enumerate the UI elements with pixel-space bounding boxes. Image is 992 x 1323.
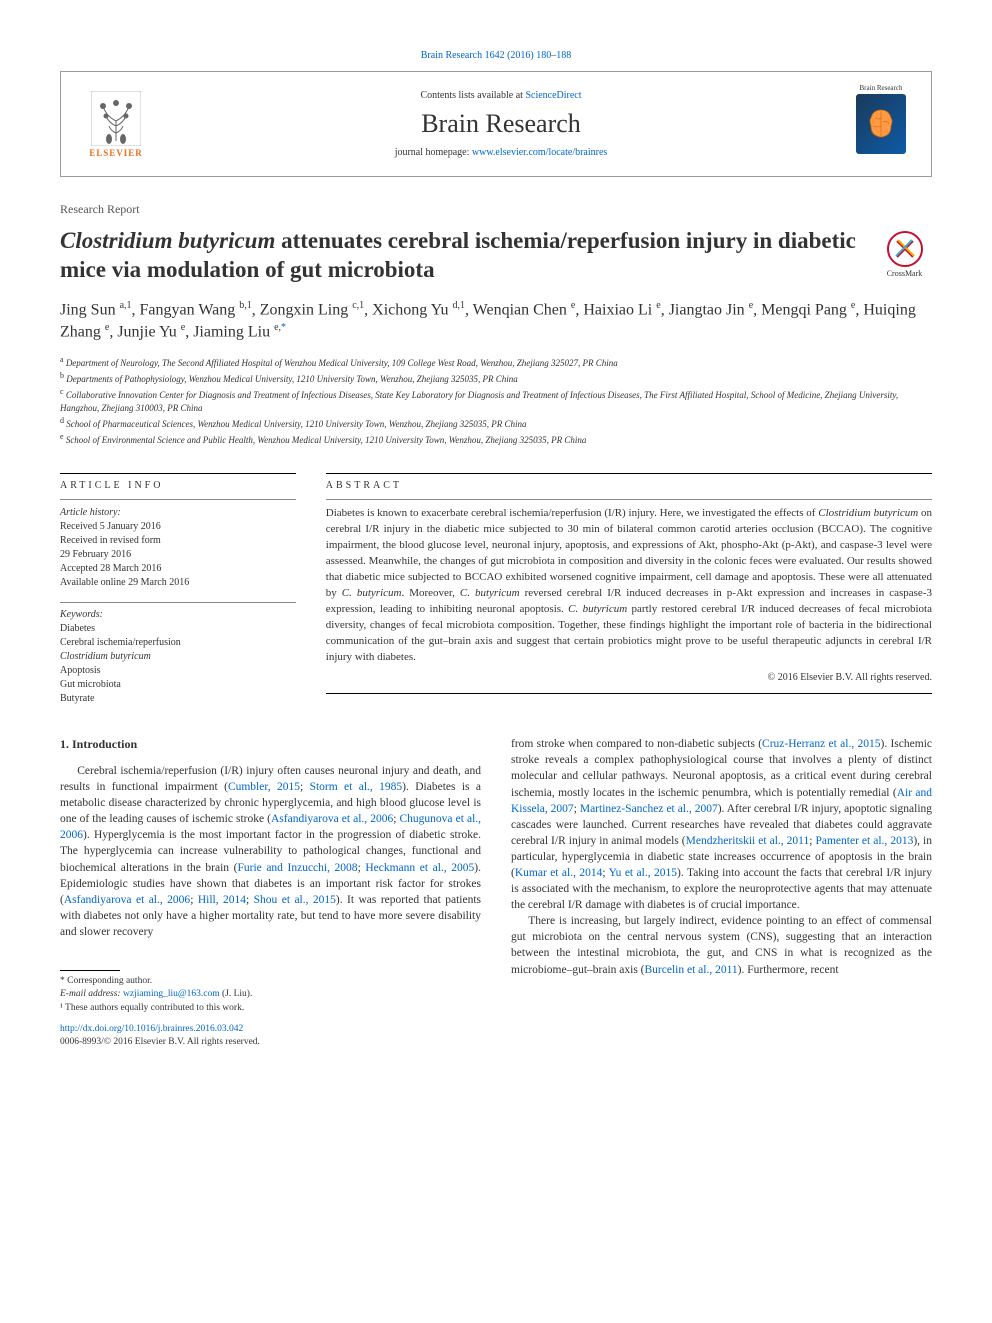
brain-icon xyxy=(863,106,899,142)
affiliation-line: a Department of Neurology, The Second Af… xyxy=(60,354,932,370)
history-line: Received 5 January 2016 xyxy=(60,520,296,534)
keyword-item: Apoptosis xyxy=(60,664,296,678)
homepage-pre: journal homepage: xyxy=(395,147,472,158)
article-info-header: ARTICLE INFO xyxy=(60,480,296,491)
keyword-item: Gut microbiota xyxy=(60,678,296,692)
keyword-item: Clostridium butyricum xyxy=(60,650,296,664)
journal-header: ELSEVIER Contents lists available at Sci… xyxy=(60,71,932,177)
elsevier-label: ELSEVIER xyxy=(89,148,143,158)
abstract-header: ABSTRACT xyxy=(326,480,932,491)
cover-label: Brain Research xyxy=(860,84,903,92)
footnotes: * Corresponding author. E-mail address: … xyxy=(60,970,481,1049)
crossmark-badge[interactable]: CrossMark xyxy=(877,227,932,282)
article-type: Research Report xyxy=(60,202,932,217)
affiliation-line: e School of Environmental Science and Pu… xyxy=(60,431,932,447)
cover-image xyxy=(856,94,906,154)
authors: Jing Sun a,1, Fangyan Wang b,1, Zongxin … xyxy=(60,299,932,344)
abstract-col: ABSTRACT Diabetes is known to exacerbate… xyxy=(326,467,932,706)
homepage-line: journal homepage: www.elsevier.com/locat… xyxy=(151,147,851,158)
history-line: Accepted 28 March 2016 xyxy=(60,562,296,576)
title-row: Clostridium butyricum attenuates cerebra… xyxy=(60,227,932,285)
keywords-label: Keywords: xyxy=(60,609,296,620)
info-abstract-row: ARTICLE INFO Article history: Received 5… xyxy=(60,467,932,706)
corresponding-author: * Corresponding author. xyxy=(60,975,481,988)
homepage-link[interactable]: www.elsevier.com/locate/brainres xyxy=(472,147,607,158)
history-line: 29 February 2016 xyxy=(60,548,296,562)
email-link[interactable]: wzjiaming_liu@163.com xyxy=(123,989,220,999)
body-columns: 1. Introduction Cerebral ischemia/reperf… xyxy=(60,736,932,1049)
keyword-item: Butyrate xyxy=(60,692,296,706)
body-col-left: 1. Introduction Cerebral ischemia/reperf… xyxy=(60,736,481,1049)
issn-line: 0006-8993/© 2016 Elsevier B.V. All right… xyxy=(60,1036,481,1049)
history-line: Available online 29 March 2016 xyxy=(60,576,296,590)
article-info-col: ARTICLE INFO Article history: Received 5… xyxy=(60,467,296,706)
abstract-text: Diabetes is known to exacerbate cerebral… xyxy=(326,506,932,665)
contents-line: Contents lists available at ScienceDirec… xyxy=(151,90,851,101)
top-citation: Brain Research 1642 (2016) 180–188 xyxy=(60,50,932,61)
keyword-item: Cerebral ischemia/reperfusion xyxy=(60,636,296,650)
intro-para-right-1: from stroke when compared to non-diabeti… xyxy=(511,736,932,913)
copyright-line: © 2016 Elsevier B.V. All rights reserved… xyxy=(326,672,932,683)
sciencedirect-link[interactable]: ScienceDirect xyxy=(525,90,581,101)
intro-para-right-2: There is increasing, but largely indirec… xyxy=(511,913,932,977)
email-post: (J. Liu). xyxy=(220,989,253,999)
affiliation-line: b Departments of Pathophysiology, Wenzho… xyxy=(60,370,932,386)
affiliation-line: c Collaborative Innovation Center for Di… xyxy=(60,386,932,415)
history-line: Received in revised form xyxy=(60,534,296,548)
intro-heading: 1. Introduction xyxy=(60,736,481,753)
intro-para-left: Cerebral ischemia/reperfusion (I/R) inju… xyxy=(60,763,481,940)
crossmark-label: CrossMark xyxy=(887,269,923,278)
crossmark-icon xyxy=(887,231,923,267)
history-label: Article history: xyxy=(60,506,296,520)
header-center: Contents lists available at ScienceDirec… xyxy=(151,90,851,158)
top-citation-link[interactable]: Brain Research 1642 (2016) 180–188 xyxy=(421,50,572,61)
doi-link[interactable]: http://dx.doi.org/10.1016/j.brainres.201… xyxy=(60,1024,243,1034)
keywords-list: DiabetesCerebral ischemia/reperfusionClo… xyxy=(60,622,296,706)
affiliations: a Department of Neurology, The Second Af… xyxy=(60,354,932,447)
elsevier-tree-icon xyxy=(91,91,141,146)
article-history: Article history: Received 5 January 2016… xyxy=(60,506,296,590)
equal-contribution: ¹ These authors equally contributed to t… xyxy=(60,1002,481,1015)
journal-cover: Brain Research xyxy=(851,84,911,164)
article-title: Clostridium butyricum attenuates cerebra… xyxy=(60,227,877,285)
body-col-right: from stroke when compared to non-diabeti… xyxy=(511,736,932,1049)
contents-pre: Contents lists available at xyxy=(420,90,525,101)
email-pre: E-mail address: xyxy=(60,989,123,999)
doi-line: http://dx.doi.org/10.1016/j.brainres.201… xyxy=(60,1023,481,1036)
journal-name: Brain Research xyxy=(151,109,851,139)
affiliation-line: d School of Pharmaceutical Sciences, Wen… xyxy=(60,415,932,431)
title-italic: Clostridium butyricum xyxy=(60,228,275,253)
elsevier-logo: ELSEVIER xyxy=(81,84,151,164)
email-line: E-mail address: wzjiaming_liu@163.com (J… xyxy=(60,988,481,1001)
keyword-item: Diabetes xyxy=(60,622,296,636)
